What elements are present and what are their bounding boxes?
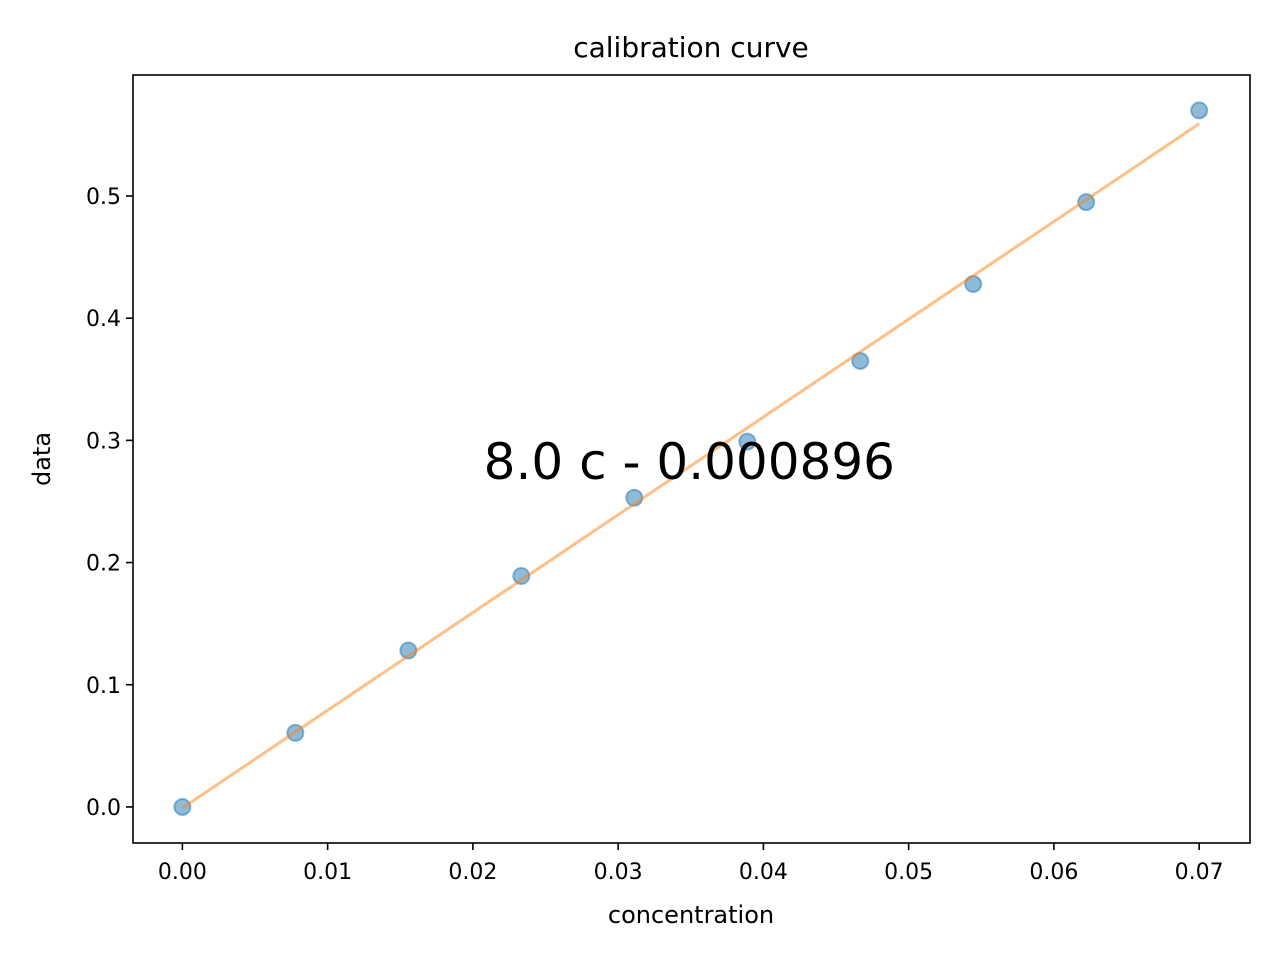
y-tick-label: 0.0 [86, 796, 121, 821]
x-tick-label: 0.01 [303, 860, 352, 885]
x-tick-label: 0.05 [884, 860, 933, 885]
x-tick-label: 0.03 [594, 860, 643, 885]
x-tick-label: 0.02 [448, 860, 497, 885]
x-tick-label: 0.04 [739, 860, 788, 885]
x-axis-label: concentration [608, 901, 774, 929]
y-tick-label: 0.5 [86, 185, 121, 210]
data-point [1190, 101, 1209, 120]
y-tick-label: 0.2 [86, 552, 121, 577]
fit-equation-annotation: 8.0 c - 0.000896 [484, 433, 895, 491]
x-tick-label: 0.07 [1175, 860, 1224, 885]
y-tick-label: 0.1 [86, 674, 121, 699]
y-tick-label: 0.3 [86, 429, 121, 454]
y-axis-label: data [28, 432, 56, 486]
plot-area [173, 101, 1209, 816]
axes-frame [132, 74, 1251, 844]
x-tick-label: 0.06 [1029, 860, 1078, 885]
data-point [738, 432, 757, 451]
fit-line [181, 122, 1200, 810]
y-tick-label: 0.4 [86, 307, 121, 332]
chart-title: calibration curve [573, 31, 809, 64]
x-tick-label: 0.00 [158, 860, 207, 885]
